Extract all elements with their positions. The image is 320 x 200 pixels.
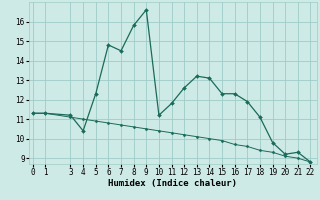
X-axis label: Humidex (Indice chaleur): Humidex (Indice chaleur): [108, 179, 237, 188]
